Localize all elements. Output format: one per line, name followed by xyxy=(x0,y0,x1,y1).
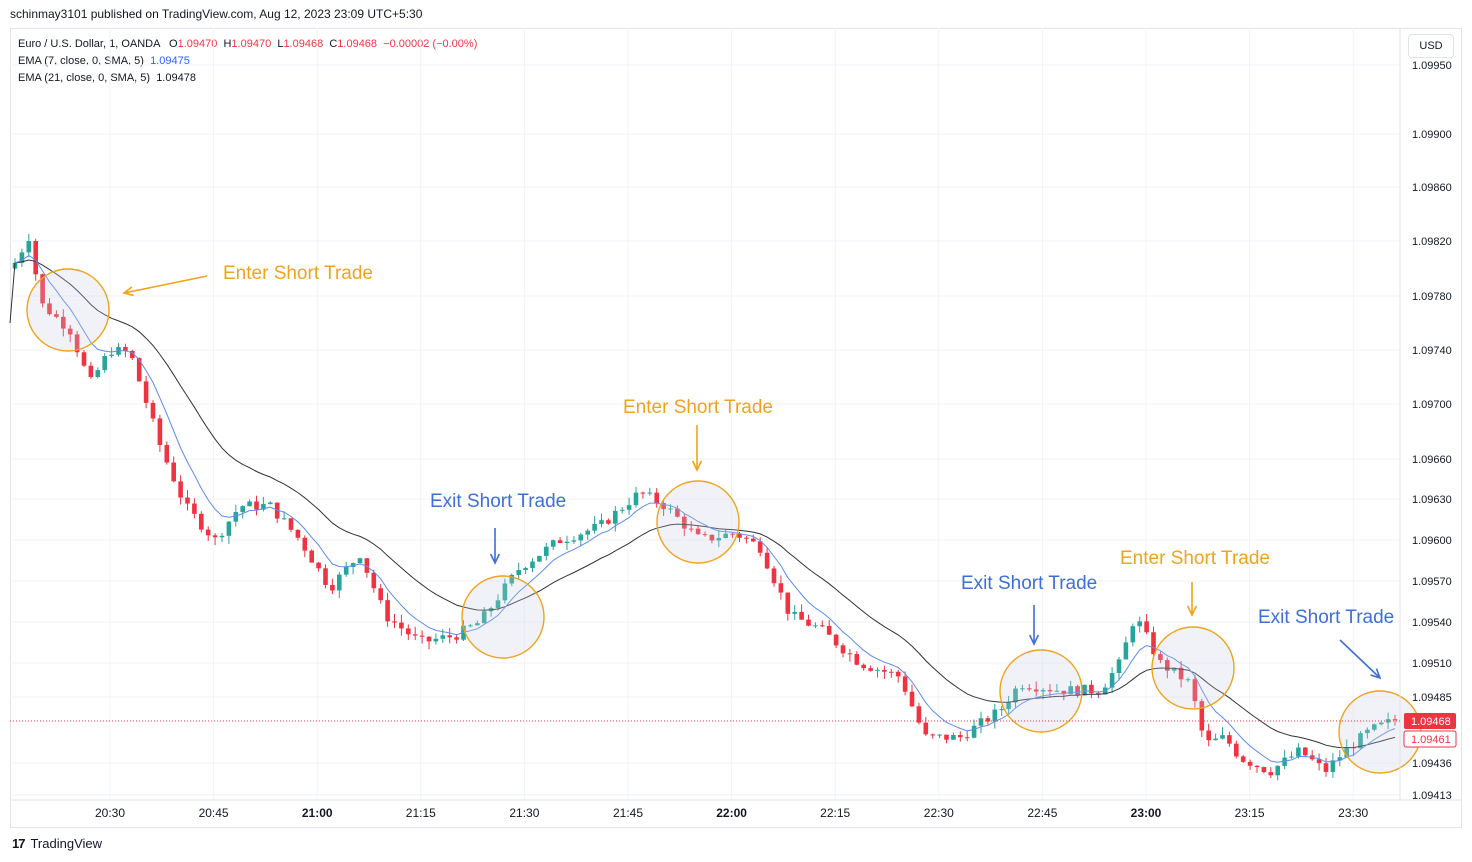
open-label: O xyxy=(169,38,178,50)
ema21-value: 1.09478 xyxy=(156,72,196,84)
change-value: −0.00002 (−0.00%) xyxy=(383,38,478,50)
footer: 17 TradingView xyxy=(12,836,102,851)
currency-button[interactable]: USD xyxy=(1408,34,1454,58)
ema7-value: 1.09475 xyxy=(150,55,190,67)
chart-pane[interactable] xyxy=(10,28,1462,828)
chart-legend: Euro / U.S. Dollar, 1, OANDA O1.09470 H1… xyxy=(18,36,477,87)
high-value: 1.09470 xyxy=(231,38,272,50)
close-label: C xyxy=(329,38,338,50)
open-value: 1.09470 xyxy=(177,38,218,50)
symbol-name: Euro / U.S. Dollar, 1, OANDA xyxy=(18,38,160,50)
ema7-label: EMA (7, close, 0, SMA, 5) xyxy=(18,55,144,67)
tradingview-wordmark: TradingView xyxy=(30,836,103,851)
high-label: H xyxy=(223,38,232,50)
legend-ema7-row[interactable]: EMA (7, close, 0, SMA, 5) 1.09475 xyxy=(18,53,477,70)
close-value: 1.09468 xyxy=(337,38,378,50)
published-line: schinmay3101 published on TradingView.co… xyxy=(10,7,423,21)
low-value: 1.09468 xyxy=(283,38,324,50)
ema21-label: EMA (21, close, 0, SMA, 5) xyxy=(18,72,151,84)
legend-ema21-row[interactable]: EMA (21, close, 0, SMA, 5) 1.09478 xyxy=(18,70,477,87)
low-label: L xyxy=(277,38,284,50)
legend-ohlc-row[interactable]: Euro / U.S. Dollar, 1, OANDA O1.09470 H1… xyxy=(18,36,477,53)
tradingview-logo-icon: 17 xyxy=(12,836,26,851)
